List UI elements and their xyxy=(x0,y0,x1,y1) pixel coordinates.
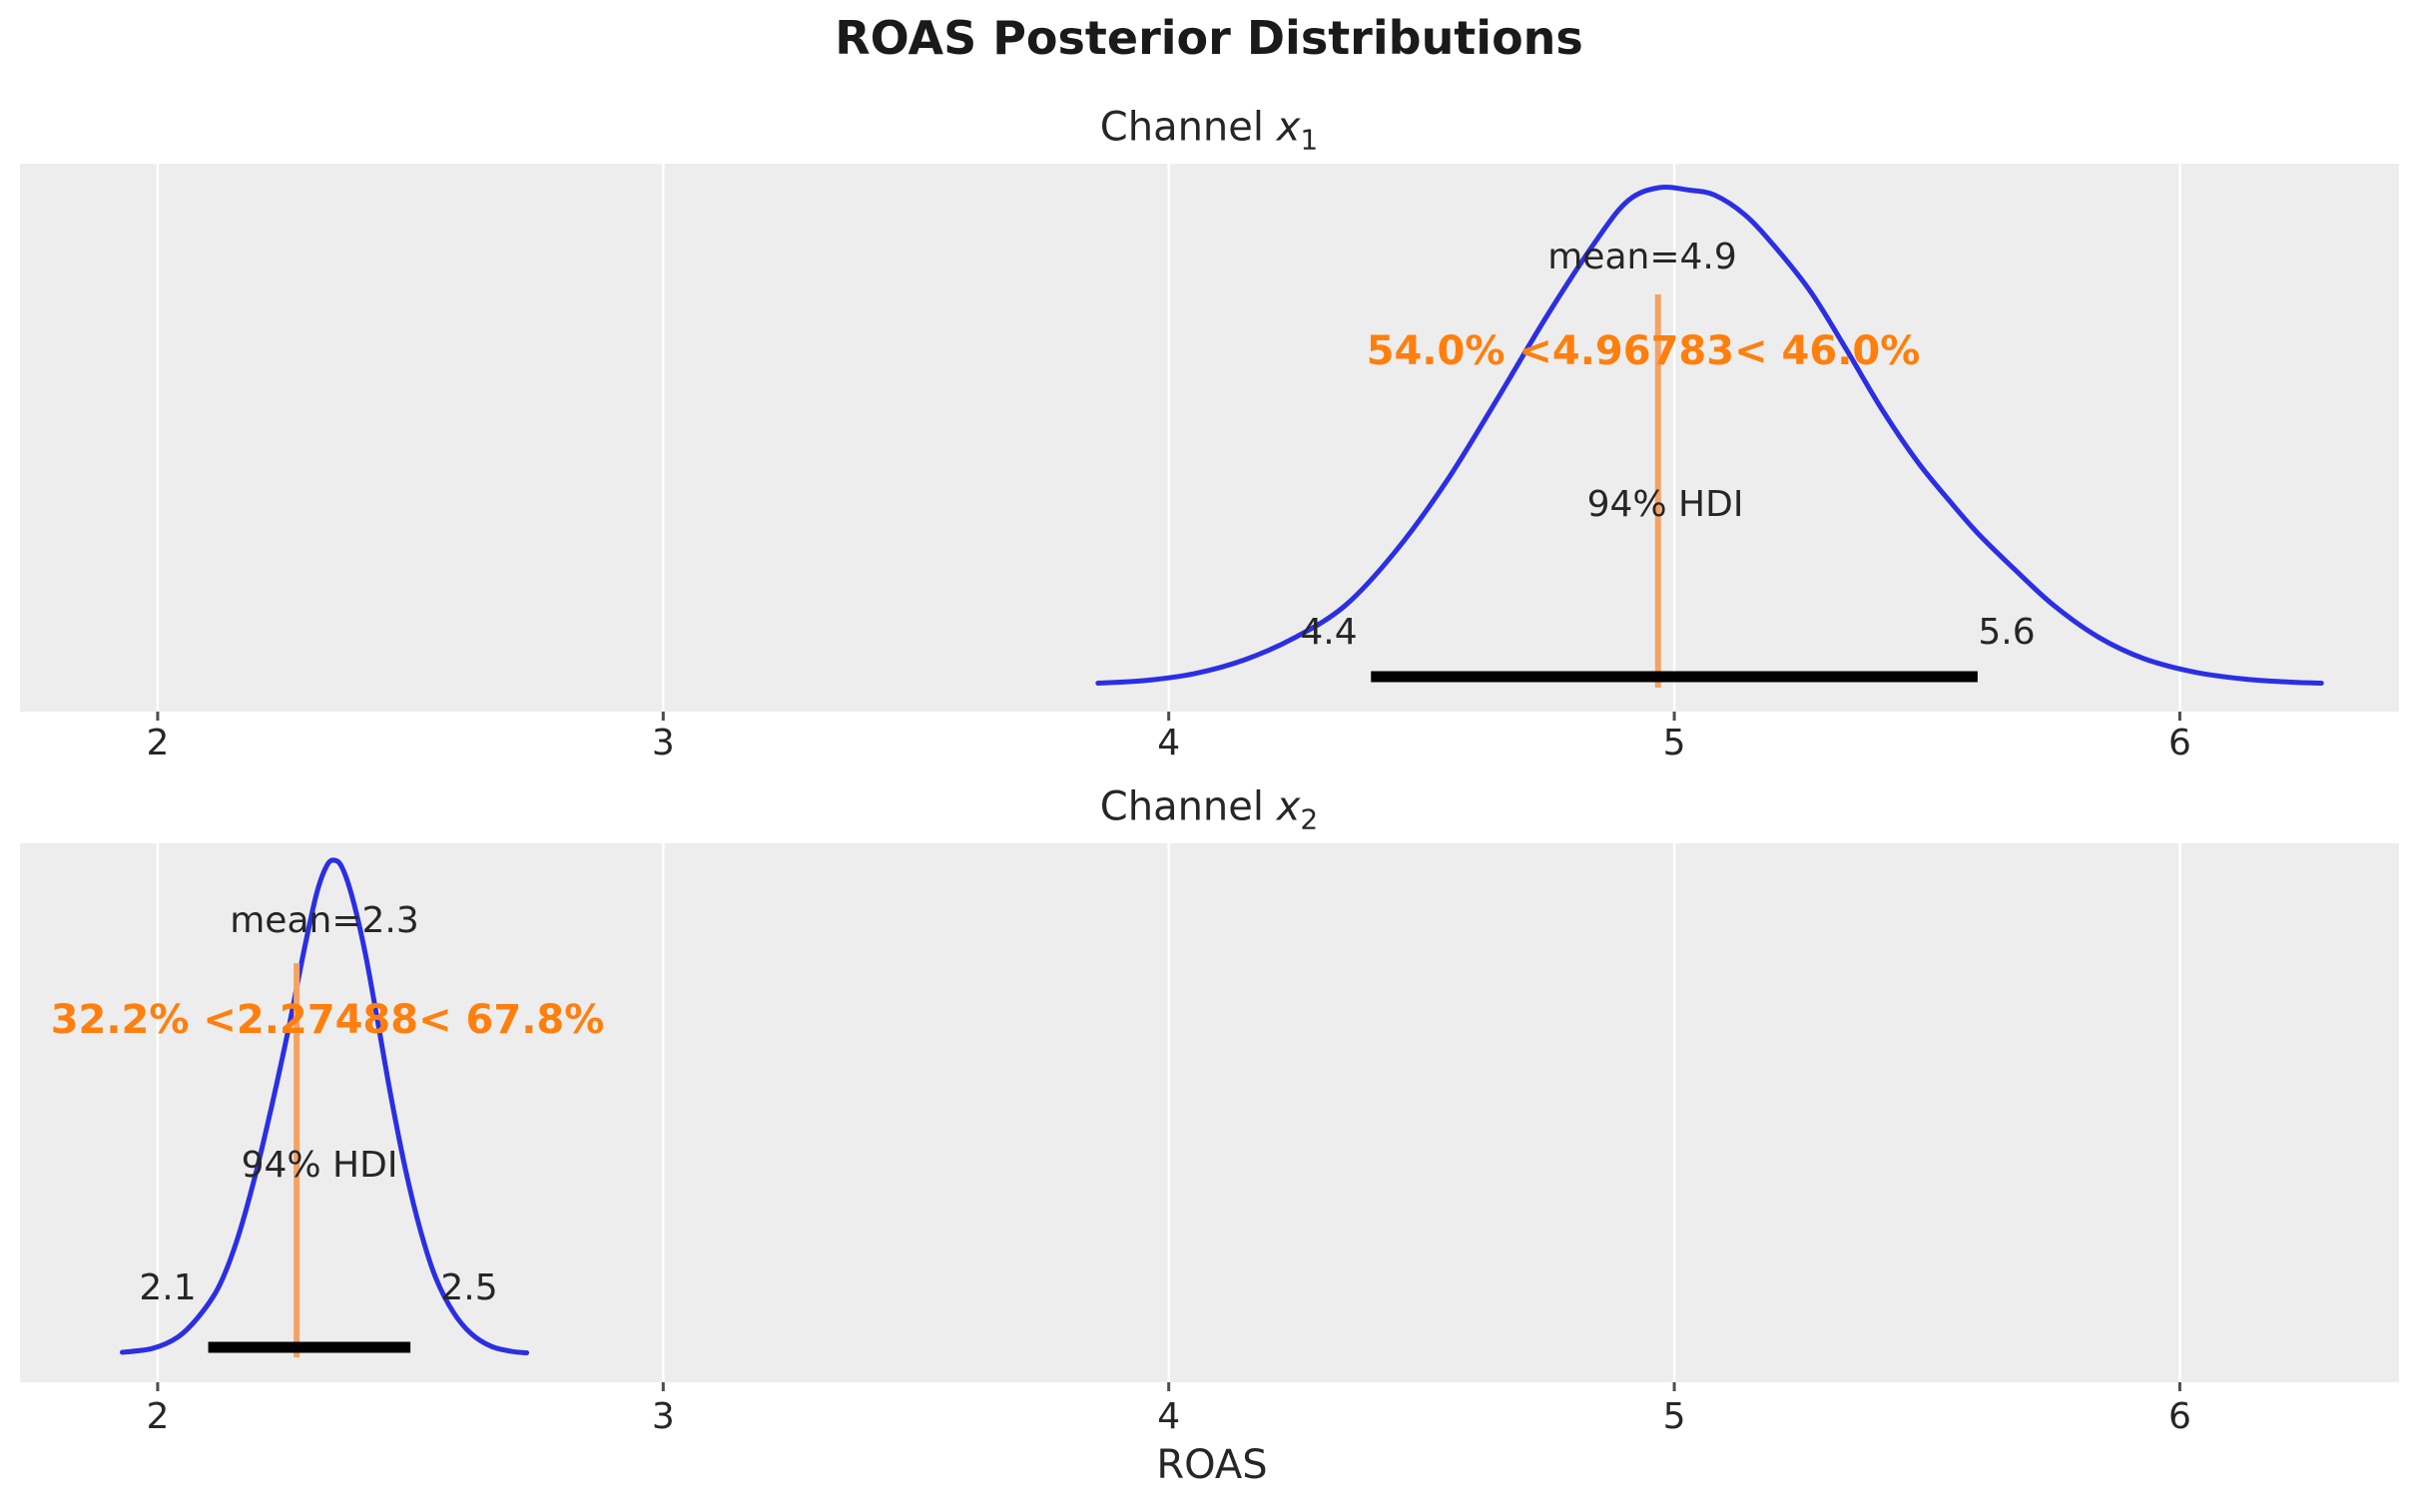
ref-value-annotation: 32.2% <2.27488< 67.8% xyxy=(50,997,605,1043)
channel-title-var: x xyxy=(1276,104,1301,151)
mean-annotation: mean=4.9 xyxy=(1547,237,1737,277)
x-axis-label: ROAS xyxy=(1156,1442,1268,1488)
channel-title-prefix: Channel xyxy=(1099,104,1277,151)
x-tick-label-3: 3 xyxy=(651,723,675,763)
x-tick-label-5: 5 xyxy=(1662,1396,1686,1437)
hdi-high-value: 2.5 xyxy=(440,1267,498,1308)
channel-title-index: 2 xyxy=(1300,802,1319,836)
x-tick-label-4: 4 xyxy=(1157,1396,1181,1437)
hdi-high-value: 5.6 xyxy=(1978,612,2036,653)
channel-title-prefix: Channel xyxy=(1099,783,1277,830)
hdi-low-value: 2.1 xyxy=(139,1267,197,1308)
mean-annotation: mean=2.3 xyxy=(230,900,419,941)
x-tick-label-2: 2 xyxy=(146,723,170,763)
x-tick-label-6: 6 xyxy=(2167,1396,2191,1437)
figure-title: ROAS Posterior Distributions xyxy=(835,11,1583,65)
x-tick-label-5: 5 xyxy=(1662,723,1686,763)
subplot-title-channel-x2: Channel x2 xyxy=(1100,787,1318,834)
hdi-low-value: 4.4 xyxy=(1300,612,1358,653)
subplot-title-channel-x1: Channel x1 xyxy=(1100,108,1318,155)
ref-value-annotation: 54.0% <4.96783< 46.0% xyxy=(1366,328,1921,374)
plot-panel-channel-x1 xyxy=(20,164,2399,712)
hdi-annotation: 94% HDI xyxy=(1586,484,1744,525)
x-tick-label-3: 3 xyxy=(651,1396,675,1437)
x-tick-label-2: 2 xyxy=(146,1396,170,1437)
channel-title-index: 1 xyxy=(1300,123,1319,157)
x-tick-label-6: 6 xyxy=(2167,723,2191,763)
channel-title-var: x xyxy=(1276,783,1301,830)
x-tick-label-4: 4 xyxy=(1157,723,1181,763)
hdi-annotation: 94% HDI xyxy=(241,1145,398,1186)
